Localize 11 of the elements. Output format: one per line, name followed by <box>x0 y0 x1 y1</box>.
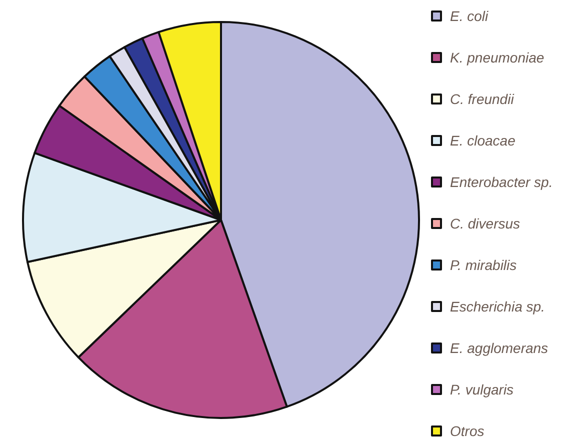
legend-label: E. coli <box>450 8 490 24</box>
legend-label: E. agglomerans <box>450 340 548 356</box>
legend-label: C. diversus <box>450 216 520 232</box>
legend-label: P. mirabilis <box>450 257 517 273</box>
legend-label: Enterobacter sp. <box>450 174 553 190</box>
legend-label: K. pneumoniae <box>450 50 544 66</box>
legend-label: P. vulgaris <box>450 382 514 398</box>
legend-label: E. cloacae <box>450 132 516 148</box>
legend-label: Otros <box>450 423 484 439</box>
legend-label: Escherichia sp. <box>450 298 545 314</box>
legend-label: C. freundii <box>450 91 515 107</box>
